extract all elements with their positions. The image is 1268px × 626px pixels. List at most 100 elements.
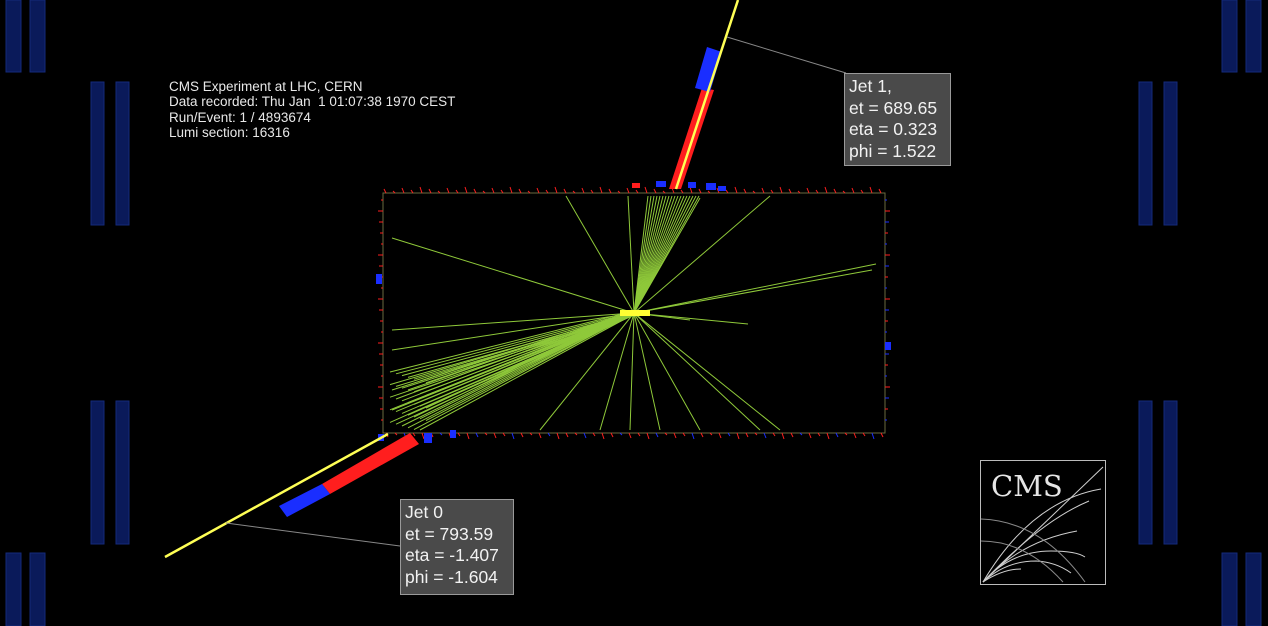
track [395, 311, 635, 375]
calo-hit [637, 432, 641, 437]
calo-hit [502, 432, 506, 437]
calo-hit [520, 432, 524, 438]
calo-cluster [632, 183, 640, 188]
jet1-et: et = 689.65 [849, 97, 938, 118]
calo-hit [781, 432, 785, 440]
calo-hit [493, 432, 497, 439]
calo-hit [464, 186, 468, 194]
track [391, 312, 635, 391]
muon-chambers [5, 0, 1262, 626]
calo-hit [410, 189, 414, 194]
calo-hit [860, 189, 864, 194]
calo-hit [682, 432, 686, 437]
calo-hit [457, 432, 461, 437]
track [633, 312, 761, 431]
track [633, 269, 873, 314]
calo-hit [653, 188, 657, 194]
calo-hit [482, 190, 486, 194]
calo-hit [644, 186, 648, 194]
calo-hit [763, 432, 767, 439]
calo-hit [806, 187, 810, 194]
calo-hit [608, 188, 612, 194]
track [633, 312, 781, 431]
calo-hit [700, 432, 704, 438]
calo-hit [556, 432, 560, 440]
calo-hit [635, 189, 639, 194]
experiment-label: CMS Experiment at LHC, CERN [169, 79, 363, 94]
jet1-title: Jet 1, [849, 76, 892, 96]
track [633, 312, 749, 325]
calo-cluster [450, 430, 456, 438]
calo-hit [590, 189, 594, 194]
calo-hit [862, 432, 866, 437]
jet1-leader-line [726, 36, 847, 74]
calo-hit [565, 432, 569, 438]
track [419, 313, 635, 431]
track [627, 195, 635, 314]
jet1-eta: eta = 0.323 [849, 119, 938, 139]
calo-cluster [656, 181, 666, 187]
primary-vertex [620, 310, 650, 316]
calo-hit [797, 190, 801, 194]
calo-hit [808, 432, 812, 439]
calo-hit [394, 432, 398, 436]
jet0-info-box[interactable]: Jet 0 et = 793.59 eta = -1.407 phi = -1.… [400, 499, 514, 595]
calo-hit [536, 187, 540, 194]
track [633, 197, 701, 314]
tracks [389, 195, 877, 431]
calo-cluster [718, 186, 726, 191]
calo-hit [734, 186, 738, 194]
calo-hit [592, 432, 596, 437]
calo-hit [475, 432, 479, 438]
jet1-info-box[interactable]: Jet 1, et = 689.65 eta = 0.323 phi = 1.5… [844, 73, 951, 166]
calo-hit [673, 432, 677, 439]
calo-hit [664, 432, 668, 436]
calo-hit [412, 432, 416, 437]
calo-hit [583, 432, 587, 439]
calo-hit [835, 432, 839, 438]
calo-hit [718, 432, 722, 439]
calo-hit [574, 432, 578, 436]
calo-hit [554, 186, 558, 194]
jet1-axis [674, 0, 740, 190]
calo-hit [752, 190, 756, 194]
calo-hit [709, 432, 713, 436]
jet0-leader-line [225, 522, 401, 547]
tracker-outline [382, 192, 886, 434]
calo-hit [511, 432, 515, 440]
calo-hit [500, 189, 504, 194]
calo-hit [628, 432, 632, 439]
calo-hit [707, 190, 711, 194]
calo-hit [581, 187, 585, 194]
calo-hit [790, 432, 794, 438]
calorimeter-hits [376, 181, 891, 443]
track [629, 312, 635, 431]
calo-hit [833, 188, 837, 194]
calo-hit [761, 187, 765, 194]
track [633, 195, 771, 314]
track [407, 311, 635, 429]
calo-cluster [424, 433, 432, 443]
track [391, 312, 635, 331]
calo-hit [529, 432, 533, 436]
calo-hit [662, 190, 666, 194]
track [391, 237, 635, 314]
jet0-eta: eta = -1.407 [405, 545, 499, 565]
calo-hit [421, 432, 425, 440]
calo-hit [842, 190, 846, 194]
calo-hit [655, 432, 659, 438]
track [413, 312, 635, 431]
calo-hit [491, 187, 495, 194]
lumi-section-label: Lumi section: 16316 [169, 125, 290, 141]
run-event-label: Run/Event: 1 / 4893674 [169, 109, 311, 125]
jet0-phi: phi = -1.604 [405, 566, 498, 587]
calo-hit [736, 432, 740, 440]
calo-hit [698, 188, 702, 194]
calo-hit [851, 187, 855, 194]
calo-cluster [688, 182, 696, 188]
calo-hit [563, 188, 567, 194]
track [389, 313, 635, 423]
track [389, 311, 635, 411]
calo-hit [727, 432, 731, 437]
